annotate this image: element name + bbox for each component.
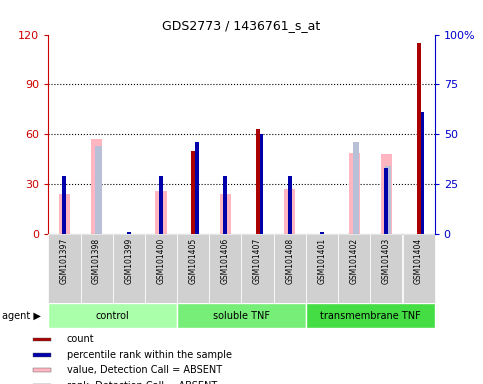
Bar <box>306 303 435 328</box>
Bar <box>48 303 177 328</box>
Bar <box>256 129 259 234</box>
Bar <box>242 234 274 303</box>
Bar <box>288 176 292 234</box>
Bar <box>384 168 388 234</box>
Bar <box>145 234 177 303</box>
Bar <box>81 234 113 303</box>
Bar <box>33 338 51 341</box>
Bar <box>274 234 306 303</box>
Bar <box>113 234 145 303</box>
Text: percentile rank within the sample: percentile rank within the sample <box>67 350 232 360</box>
Text: rank, Detection Call = ABSENT: rank, Detection Call = ABSENT <box>67 381 217 384</box>
Text: GSM101402: GSM101402 <box>350 238 359 284</box>
Bar <box>370 234 402 303</box>
Bar <box>33 353 51 357</box>
Text: GSM101401: GSM101401 <box>317 238 327 284</box>
Bar <box>284 189 296 234</box>
Bar <box>191 151 195 234</box>
Text: GSM101407: GSM101407 <box>253 238 262 284</box>
Bar <box>95 146 102 234</box>
Bar <box>220 194 231 234</box>
Bar <box>259 134 263 234</box>
Text: soluble TNF: soluble TNF <box>213 311 270 321</box>
Text: control: control <box>96 311 129 321</box>
Bar <box>224 176 227 234</box>
Text: GSM101403: GSM101403 <box>382 238 391 284</box>
Text: GSM101400: GSM101400 <box>156 238 166 284</box>
Text: value, Detection Call = ABSENT: value, Detection Call = ABSENT <box>67 365 222 375</box>
Bar <box>59 194 70 234</box>
Bar <box>353 142 359 234</box>
Bar <box>177 234 209 303</box>
Bar <box>48 234 81 303</box>
Bar <box>91 139 102 234</box>
Bar <box>320 232 324 234</box>
Bar <box>402 234 435 303</box>
Bar <box>195 142 199 234</box>
Bar <box>177 303 306 328</box>
Text: GSM101406: GSM101406 <box>221 238 230 284</box>
Title: GDS2773 / 1436761_s_at: GDS2773 / 1436761_s_at <box>162 19 321 32</box>
Text: GSM101405: GSM101405 <box>189 238 198 284</box>
Text: GSM101399: GSM101399 <box>124 238 133 284</box>
Bar <box>33 368 51 372</box>
Bar <box>159 176 163 234</box>
Bar <box>209 234 242 303</box>
Bar <box>338 234 370 303</box>
Bar <box>156 191 167 234</box>
Text: GSM101408: GSM101408 <box>285 238 294 284</box>
Bar <box>381 154 392 234</box>
Bar <box>306 234 338 303</box>
Bar <box>62 176 66 234</box>
Bar <box>384 166 391 234</box>
Bar <box>127 232 131 234</box>
Bar <box>421 113 425 234</box>
Text: agent ▶: agent ▶ <box>2 311 41 321</box>
Text: GSM101404: GSM101404 <box>414 238 423 284</box>
Bar <box>417 43 421 234</box>
Text: count: count <box>67 334 94 344</box>
Text: GSM101398: GSM101398 <box>92 238 101 284</box>
Text: transmembrane TNF: transmembrane TNF <box>320 311 421 321</box>
Text: GSM101397: GSM101397 <box>60 238 69 284</box>
Bar <box>349 153 360 234</box>
